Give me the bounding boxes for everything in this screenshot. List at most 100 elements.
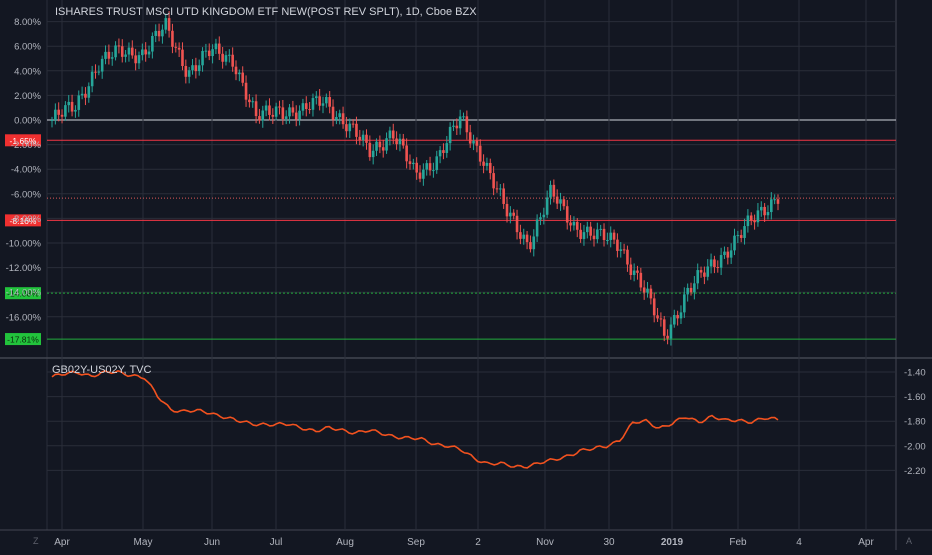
candle-body <box>217 43 221 54</box>
candle-body <box>485 162 489 166</box>
candle-body <box>642 287 646 293</box>
level-badge <box>5 214 41 227</box>
level-badge <box>5 333 41 346</box>
candle-body <box>401 138 405 146</box>
candle-body <box>585 226 589 233</box>
spread-line-series <box>51 370 779 469</box>
candle-body <box>448 126 452 144</box>
candle-body <box>438 150 442 157</box>
candle-body <box>291 107 295 113</box>
candle-body <box>228 54 231 56</box>
candle-body <box>207 50 211 57</box>
candle-body <box>351 123 355 125</box>
candle-body <box>542 214 546 218</box>
candle-body <box>54 109 57 120</box>
candle-body <box>130 47 134 56</box>
time-axis-label: 2019 <box>661 537 684 548</box>
timezone-button[interactable]: Z <box>33 536 39 546</box>
price-axes: 8.00% 6.00% 4.00% 2.00% 0.00% -2.00% -4.00% -6.… <box>6 17 926 477</box>
auto-scale-button[interactable]: A <box>906 536 913 546</box>
candle-body <box>167 18 171 31</box>
candle-body <box>468 132 472 144</box>
candle-body <box>338 113 342 118</box>
candle-body <box>759 206 763 211</box>
price-axis-label: 0.00% <box>14 116 41 127</box>
candle-body <box>652 298 656 316</box>
candle-body <box>706 266 710 277</box>
candle-body <box>749 215 753 221</box>
time-axis-label: Aug <box>336 537 354 548</box>
candle-body <box>57 109 60 115</box>
candle-body <box>64 105 67 117</box>
candle-body <box>331 106 335 120</box>
candle-body <box>719 255 723 268</box>
candle-body <box>699 270 703 273</box>
candle-body <box>525 234 529 243</box>
candle-body <box>60 114 64 117</box>
candle-body <box>388 130 392 139</box>
candle-body <box>90 71 94 87</box>
price-axis-label: -16.00% <box>6 312 42 323</box>
candle-body <box>565 206 569 223</box>
level-badge-label: -17.81% <box>7 335 39 345</box>
candle-body <box>559 199 562 204</box>
candle-body <box>522 234 526 239</box>
candle-body <box>465 116 469 133</box>
candle-body <box>616 239 619 251</box>
candle-body <box>646 288 649 293</box>
candle-body <box>328 97 331 107</box>
candle-body <box>381 147 385 151</box>
candle-body <box>97 71 101 73</box>
candle-body <box>502 188 505 204</box>
candle-body <box>177 47 181 50</box>
candle-body <box>693 283 696 293</box>
candle-body <box>194 65 198 72</box>
candle-body <box>238 72 241 75</box>
candle-body <box>137 55 141 64</box>
candle-body <box>151 35 154 52</box>
price-axis-label: 8.00% <box>14 17 41 28</box>
candle-body <box>174 46 178 48</box>
candle-body <box>87 86 91 98</box>
candle-body <box>743 226 746 238</box>
candle-body <box>50 120 54 121</box>
candle-body <box>278 106 281 108</box>
candle-body <box>361 134 365 141</box>
candle-body <box>281 107 285 119</box>
candle-body <box>683 294 686 313</box>
spread-axis-label: -1.80 <box>904 417 926 428</box>
candle-body <box>211 49 214 57</box>
candle-body <box>458 116 462 129</box>
price-axis-label: -12.00% <box>6 263 42 274</box>
candle-body <box>77 95 81 110</box>
candle-body <box>435 156 439 171</box>
candle-body <box>274 106 278 117</box>
candle-body <box>157 30 161 37</box>
candle-body <box>248 99 251 103</box>
candle-body <box>532 236 536 250</box>
candle-body <box>462 116 465 118</box>
candle-body <box>114 45 117 58</box>
candle-body <box>452 125 455 127</box>
candle-body <box>231 54 234 67</box>
candle-body <box>204 50 208 52</box>
candle-body <box>672 315 676 325</box>
candle-body <box>241 72 245 83</box>
candle-body <box>197 65 201 72</box>
candle-body <box>161 29 164 37</box>
candle-body <box>636 270 639 273</box>
candle-body <box>254 101 258 117</box>
candle-body <box>716 267 720 269</box>
candle-body <box>499 188 502 190</box>
candle-body <box>519 232 522 239</box>
candle-body <box>408 161 412 165</box>
candle-body <box>472 140 475 144</box>
candle-body <box>395 138 398 145</box>
candle-body <box>689 287 693 293</box>
price-axis-label: 2.00% <box>14 91 41 102</box>
candle-body <box>187 70 191 77</box>
candle-body <box>529 242 532 250</box>
